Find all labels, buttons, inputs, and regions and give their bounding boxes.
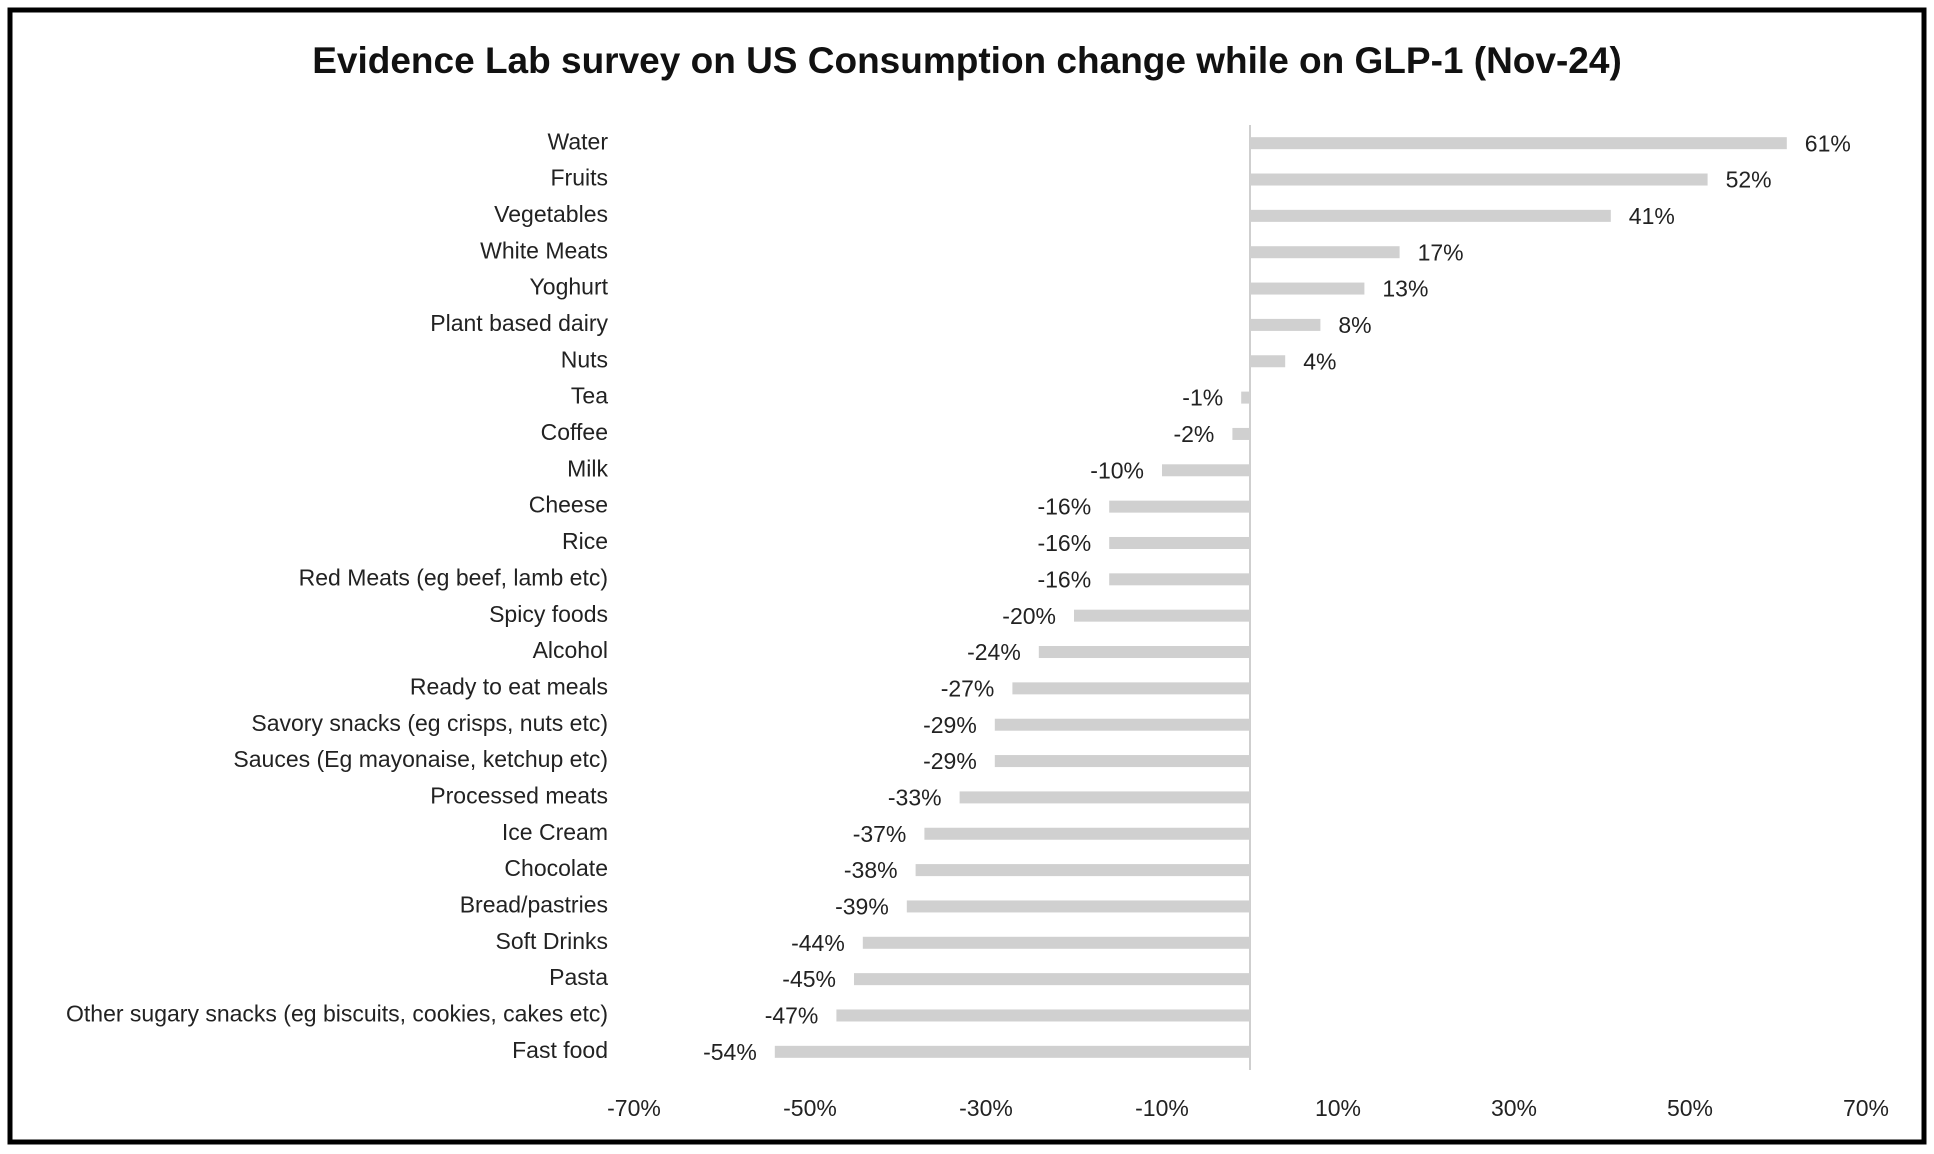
x-tick-label: 10% (1315, 1095, 1361, 1121)
y-tick-label: Coffee (541, 419, 608, 445)
y-tick-label: Fruits (551, 165, 609, 191)
y-tick-label: Tea (571, 383, 608, 409)
y-tick-label: Spicy foods (489, 601, 608, 627)
y-tick-label: Bread/pastries (460, 892, 608, 918)
bar (1250, 355, 1286, 368)
bar (924, 827, 1250, 840)
y-tick-label: Nuts (561, 346, 608, 372)
bar (1012, 682, 1250, 695)
bar (906, 900, 1250, 913)
bar (1074, 609, 1250, 622)
bar (1250, 318, 1321, 331)
y-tick-label: Soft Drinks (496, 928, 608, 954)
bar (1250, 209, 1611, 222)
value-label: 4% (1303, 348, 1336, 374)
y-tick-label: Yoghurt (530, 274, 609, 300)
value-label: -38% (844, 857, 898, 883)
y-tick-label: Pasta (549, 964, 608, 990)
y-tick-label: Alcohol (533, 637, 608, 663)
bar (1250, 246, 1400, 259)
y-tick-label: Ice Cream (502, 819, 608, 845)
bar (1250, 137, 1787, 150)
value-label: 13% (1382, 276, 1428, 302)
value-label: -44% (791, 930, 845, 956)
x-tick-label: -10% (1135, 1095, 1189, 1121)
y-tick-label: Cheese (529, 492, 608, 518)
x-tick-label: -70% (607, 1095, 661, 1121)
y-tick-label: White Meats (480, 237, 608, 263)
value-label: -39% (835, 894, 889, 920)
y-tick-label: Milk (567, 455, 608, 481)
value-label: -33% (888, 784, 942, 810)
value-label: -16% (1037, 530, 1091, 556)
x-tick-label: 70% (1843, 1095, 1889, 1121)
x-tick-label: 30% (1491, 1095, 1537, 1121)
value-label: -1% (1182, 385, 1223, 411)
y-tick-label: Other sugary snacks (eg biscuits, cookie… (66, 1001, 608, 1027)
y-tick-label: Fast food (512, 1037, 608, 1063)
value-label: -47% (765, 1003, 819, 1029)
y-tick-label: Ready to eat meals (410, 673, 608, 699)
value-label: 17% (1418, 239, 1464, 265)
value-label: -45% (782, 966, 836, 992)
bar (1038, 646, 1250, 659)
x-tick-label: 50% (1667, 1095, 1713, 1121)
value-label: -27% (941, 675, 995, 701)
y-tick-label: Vegetables (494, 201, 608, 227)
bar (836, 1009, 1250, 1022)
bar (1250, 282, 1365, 295)
y-tick-label: Red Meats (eg beef, lamb etc) (299, 564, 608, 590)
bar (959, 791, 1250, 804)
value-label: 41% (1629, 203, 1675, 229)
value-label: -29% (923, 748, 977, 774)
value-label: -37% (853, 821, 907, 847)
value-label: 61% (1805, 130, 1851, 156)
value-label: -16% (1037, 494, 1091, 520)
x-tick-label: -30% (959, 1095, 1013, 1121)
bar (1109, 500, 1250, 513)
y-tick-label: Chocolate (504, 855, 608, 881)
y-tick-label: Processed meats (430, 782, 608, 808)
value-label: -20% (1002, 603, 1056, 629)
value-label: 8% (1338, 312, 1371, 338)
bar (1232, 427, 1250, 440)
bar (854, 973, 1250, 986)
bar (1162, 464, 1250, 477)
value-label: -29% (923, 712, 977, 738)
bar (1241, 391, 1250, 404)
bar (862, 936, 1250, 949)
bar (1250, 173, 1708, 186)
bar (1109, 536, 1250, 549)
value-label: -2% (1173, 421, 1214, 447)
value-label: -24% (967, 639, 1021, 665)
x-tick-label: -50% (783, 1095, 837, 1121)
value-label: -54% (703, 1039, 757, 1065)
value-label: -10% (1090, 457, 1144, 483)
value-label: 52% (1726, 167, 1772, 193)
y-tick-label: Sauces (Eg mayonaise, ketchup etc) (233, 746, 608, 772)
value-label: -16% (1037, 566, 1091, 592)
bar (915, 864, 1250, 877)
y-tick-label: Rice (562, 528, 608, 554)
chart-title: Evidence Lab survey on US Consumption ch… (312, 40, 1622, 81)
bar (1109, 573, 1250, 586)
y-tick-label: Savory snacks (eg crisps, nuts etc) (251, 710, 608, 736)
bar (994, 755, 1250, 768)
bar (774, 1045, 1250, 1058)
bar (994, 718, 1250, 731)
y-tick-label: Water (548, 128, 609, 154)
y-tick-label: Plant based dairy (430, 310, 608, 336)
chart-border (7, 7, 1927, 1145)
